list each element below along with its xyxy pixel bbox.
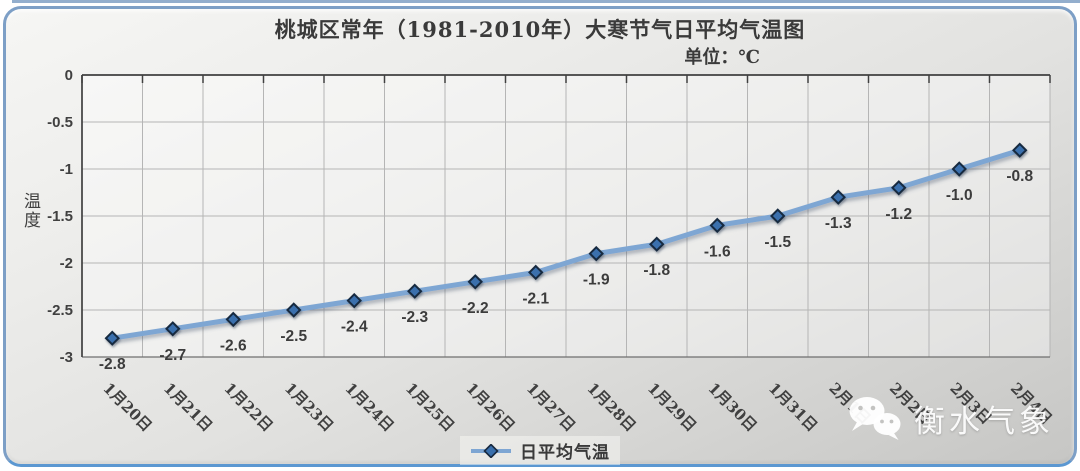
data-point-marker — [346, 292, 362, 309]
y-axis-title: 温度 — [20, 192, 40, 230]
data-label: -2.6 — [220, 337, 247, 354]
data-label: -1.9 — [583, 272, 610, 289]
data-point-marker — [1012, 142, 1028, 158]
x-tick-label: 1月31日 — [765, 379, 821, 435]
unit-label: 单位：℃ — [684, 47, 760, 68]
data-point-marker — [104, 330, 120, 346]
data-label: -1.0 — [946, 187, 973, 204]
data-point-marker — [165, 321, 181, 337]
data-point-marker — [528, 264, 544, 281]
legend-marker-icon — [471, 443, 511, 458]
x-tick-label: 1月27日 — [523, 379, 579, 435]
data-label: -1.6 — [704, 243, 731, 260]
x-tick-label: 1月23日 — [281, 379, 337, 435]
y-tick-label: 0 — [65, 67, 73, 84]
axes — [81, 74, 1051, 358]
wechat-icon — [849, 397, 901, 440]
data-point-marker — [588, 245, 604, 262]
data-point-marker — [891, 180, 907, 196]
legend-label: 日平均气温 — [520, 443, 610, 463]
data-label: -2.5 — [280, 328, 307, 345]
x-tick-label: 1月26日 — [462, 379, 518, 435]
top-edge-divider — [12, 0, 1080, 3]
y-tick-label: -1.5 — [47, 208, 73, 225]
data-label: -1.5 — [764, 234, 791, 251]
data-label: -2.1 — [522, 290, 549, 307]
x-tick-label: 1月30日 — [704, 379, 760, 435]
data-label: -0.8 — [1006, 168, 1033, 185]
x-tick-label: 1月22日 — [220, 379, 276, 435]
data-label: -2.8 — [99, 356, 126, 373]
data-label: -1.8 — [643, 262, 670, 279]
data-point-marker — [407, 283, 423, 299]
data-label: -1.2 — [885, 206, 912, 223]
y-axis-tick-labels: 0 -0.5 -1 -1.5 -2 -2.5 -3 — [47, 67, 73, 366]
data-point-marker — [467, 274, 483, 290]
x-tick-label: 1月24日 — [341, 379, 397, 435]
data-label: -1.3 — [825, 215, 852, 232]
data-label: -2.4 — [341, 319, 368, 336]
data-point-marker — [649, 236, 665, 252]
watermark-text: 衡水气象 — [914, 403, 1054, 440]
y-tick-label: -2.5 — [47, 302, 73, 319]
temperature-line — [109, 147, 1023, 341]
x-tick-label: 1月21日 — [160, 379, 216, 435]
data-point-marker — [830, 189, 846, 205]
data-point-marker — [951, 161, 967, 177]
legend: 日平均气温 — [460, 436, 620, 465]
x-tick-label: 1月28日 — [583, 379, 639, 435]
data-point-marker — [286, 302, 302, 318]
chart-card — [3, 6, 1077, 467]
data-label: -2.3 — [401, 309, 428, 326]
data-point-marker — [225, 311, 241, 328]
y-tick-label: -0.5 — [47, 114, 73, 131]
data-point-markers — [104, 142, 1028, 346]
data-point-marker — [770, 208, 786, 224]
data-point-marker — [709, 217, 725, 234]
data-labels: -2.8 -2.7 -2.6 -2.5 -2.4 -2.3 -2.2 -2.1 -1.9 -1.8… — [99, 168, 1034, 373]
y-tick-label: -1 — [60, 161, 73, 178]
x-tick-label: 1月25日 — [402, 379, 458, 435]
y-tick-label: -2 — [60, 255, 73, 272]
y-tick-label: -3 — [60, 349, 73, 366]
watermark: 衡水气象 — [846, 394, 1054, 442]
data-label: -2.7 — [159, 347, 186, 364]
x-tick-label: 1月29日 — [644, 379, 700, 435]
x-tick-label: 1月20日 — [99, 379, 155, 435]
data-label: -2.2 — [462, 300, 489, 317]
chart-title: 桃城区常年（1981-2010年）大寒节气日平均气温图 — [274, 17, 806, 42]
